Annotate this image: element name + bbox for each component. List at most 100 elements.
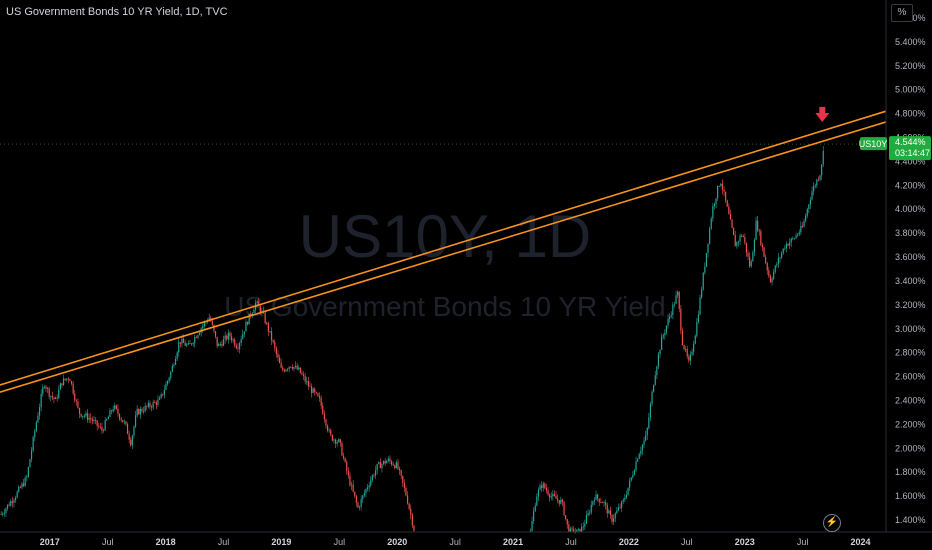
candle-body <box>688 356 690 361</box>
candle-body <box>627 487 629 495</box>
y-tick-label: 3.800% <box>895 228 926 238</box>
candle-body <box>0 514 2 515</box>
candle-body <box>144 405 146 412</box>
candle-body <box>697 314 700 323</box>
price-axis[interactable]: 1.400% 1.600% 1.800% 2.000% 2.200% 2.400% 2.60… <box>895 13 926 525</box>
candle-body <box>611 515 613 522</box>
candle-body <box>680 308 682 331</box>
candle-body <box>349 475 351 486</box>
candle-body <box>797 234 799 236</box>
trendline[interactable] <box>0 110 887 386</box>
candle-body <box>54 397 57 400</box>
candle-body <box>789 242 791 246</box>
candle-body <box>150 406 153 408</box>
candle-body <box>566 518 568 525</box>
candle-body <box>178 342 180 353</box>
candle-body <box>318 396 321 398</box>
candle-body <box>761 244 764 248</box>
candle-body <box>560 499 562 504</box>
countdown-text: 03:14:47 <box>895 148 930 158</box>
y-tick-label: 5.400% <box>895 37 926 47</box>
candle-body <box>6 504 9 509</box>
candle-body <box>728 206 730 214</box>
candle-body <box>589 512 591 514</box>
candle-body <box>561 499 564 502</box>
candle-body <box>90 417 92 420</box>
candle-body <box>226 335 228 340</box>
candle-body <box>338 439 340 442</box>
candle-body <box>737 241 740 243</box>
candle-body <box>726 200 728 207</box>
candle-body <box>374 470 377 476</box>
candle-body <box>739 235 741 242</box>
candle-body <box>118 413 121 419</box>
candle-body <box>801 225 804 227</box>
candle-body <box>5 508 7 513</box>
candle-body <box>693 344 695 352</box>
candle-body <box>40 393 42 408</box>
arrow-shaft <box>819 106 826 114</box>
trendlines-group[interactable] <box>0 110 887 393</box>
unit-selector[interactable]: % <box>891 4 913 22</box>
candle-body <box>590 504 592 513</box>
watermark: US10Y, 1D US Government Bonds 10 YR Yiel… <box>224 203 666 322</box>
candle-body <box>162 394 164 396</box>
candle-body <box>35 422 37 432</box>
candle-body <box>149 403 151 407</box>
candle-body <box>550 496 552 498</box>
candle-body <box>171 365 173 372</box>
candle-body <box>633 470 636 475</box>
candle-body <box>325 419 327 426</box>
candle-body <box>294 365 297 367</box>
y-tick-label: 5.000% <box>895 85 926 95</box>
candle-body <box>809 199 812 205</box>
candle-body <box>398 468 401 471</box>
candle-body <box>256 301 258 303</box>
time-axis[interactable]: 2017 Jul 2018 Jul 2019 Jul 2020 Jul 2021 Jul 2022 J… <box>40 537 871 547</box>
lightning-icon[interactable]: ⚡ <box>823 514 841 532</box>
candle-body <box>275 347 277 354</box>
candle-body <box>354 491 356 497</box>
candle-body <box>317 393 319 397</box>
candle-body <box>379 462 381 469</box>
candle-body <box>725 191 727 201</box>
candle-body <box>75 400 77 402</box>
candle-body <box>585 515 588 524</box>
candle-body <box>70 381 73 384</box>
candle-body <box>656 366 658 376</box>
candle-body <box>384 460 386 464</box>
candle-body <box>203 322 205 326</box>
candle-body <box>142 411 145 413</box>
candle-body <box>640 450 642 455</box>
candle-body <box>744 236 746 243</box>
candle-body <box>163 389 165 395</box>
value-text: 4.544% <box>895 137 926 147</box>
candle-body <box>347 470 349 476</box>
candle-body <box>253 309 255 314</box>
candle-body <box>715 198 717 205</box>
candle-body <box>745 242 748 253</box>
candle-body <box>245 322 247 332</box>
y-tick-label: 1.600% <box>895 491 926 501</box>
candle-body <box>629 480 631 488</box>
x-tick-label: 2019 <box>271 537 291 547</box>
candle-body <box>371 475 373 481</box>
candle-body <box>704 266 706 273</box>
candle-body <box>805 215 807 221</box>
trendline[interactable] <box>0 121 887 393</box>
candle-body <box>218 344 220 347</box>
candle-body <box>30 450 33 460</box>
candle-body <box>246 322 249 325</box>
candle-body <box>42 387 44 394</box>
candle-body <box>288 366 290 370</box>
candle-body <box>355 496 357 503</box>
candle-body <box>136 408 138 416</box>
candle-body <box>285 369 287 372</box>
candle-body <box>646 428 648 436</box>
candle-body <box>531 521 533 531</box>
candle-body <box>8 504 10 506</box>
candle-body <box>613 518 615 522</box>
candle-body <box>18 486 20 492</box>
down-arrow-icon <box>815 106 830 122</box>
